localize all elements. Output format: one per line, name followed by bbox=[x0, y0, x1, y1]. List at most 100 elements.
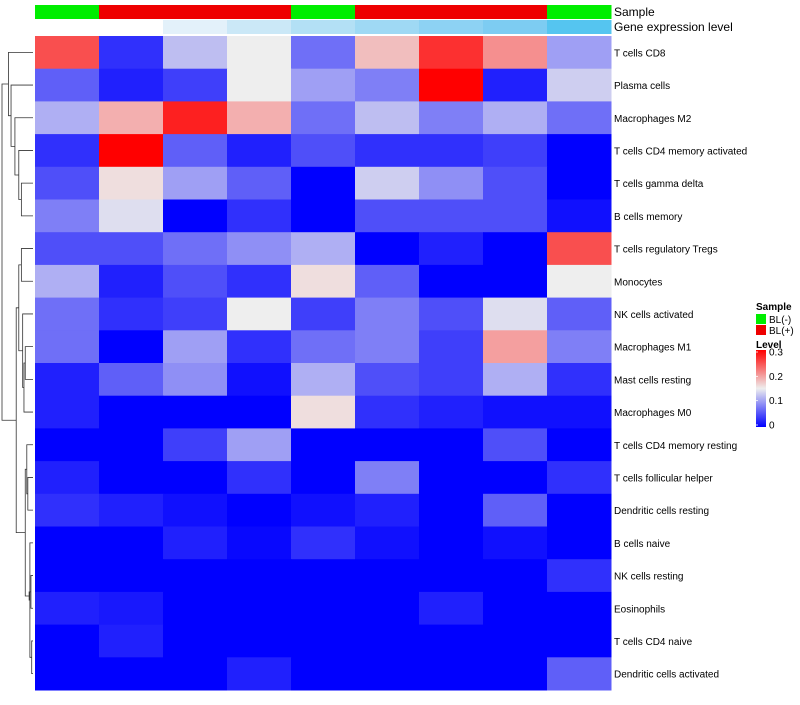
heatmap-cell bbox=[355, 68, 420, 102]
heatmap-cell bbox=[355, 591, 420, 626]
gene-expression-annotation-cell bbox=[291, 20, 356, 34]
heatmap-cell bbox=[355, 624, 420, 658]
heatmap-cell bbox=[99, 232, 164, 266]
row-label-t-cells-cd4-memory-resting: T cells CD4 memory resting bbox=[614, 441, 737, 452]
heatmap-cell bbox=[35, 363, 100, 397]
heatmap-cell bbox=[355, 101, 420, 135]
dendrogram-branch bbox=[22, 313, 33, 388]
heatmap-cell bbox=[35, 297, 100, 331]
heatmap-cell bbox=[227, 526, 292, 560]
heatmap-cell bbox=[99, 330, 164, 364]
dendrogram-branch bbox=[24, 346, 33, 380]
heatmap-cell bbox=[291, 68, 356, 102]
heatmap-cell bbox=[547, 199, 612, 233]
heatmap-cell bbox=[291, 134, 356, 168]
heatmap-cell bbox=[355, 166, 420, 200]
gene-expression-annotation-title: Gene expression level bbox=[614, 20, 733, 34]
level-legend-tick-label: 0.2 bbox=[769, 372, 783, 383]
heatmap-cell bbox=[163, 166, 228, 200]
heatmap-cell bbox=[99, 493, 164, 527]
heatmap-cell bbox=[99, 199, 164, 233]
heatmap-cell bbox=[35, 68, 100, 102]
heatmap-cell bbox=[355, 199, 420, 233]
heatmap-cell bbox=[547, 68, 612, 102]
heatmap-cell bbox=[355, 363, 420, 397]
heatmap-cell bbox=[163, 657, 228, 691]
heatmap-cell bbox=[291, 624, 356, 658]
heatmap-cell bbox=[163, 36, 228, 70]
heatmap-cell bbox=[163, 134, 228, 168]
sample-annotation-cell bbox=[419, 5, 484, 19]
heatmap-cell bbox=[419, 395, 484, 429]
heatmap-cell bbox=[291, 166, 356, 200]
heatmap-cell bbox=[227, 428, 292, 462]
heatmap-cell bbox=[163, 493, 228, 527]
heatmap-cell bbox=[99, 68, 164, 102]
heatmap-cell bbox=[483, 363, 548, 397]
dendrogram-branch bbox=[14, 117, 33, 176]
heatmap-cell bbox=[99, 657, 164, 691]
dendrogram-branch bbox=[8, 51, 33, 117]
heatmap-cell bbox=[291, 330, 356, 364]
heatmap-cell bbox=[227, 559, 292, 593]
heatmap-cell bbox=[419, 363, 484, 397]
heatmap-cell bbox=[291, 232, 356, 266]
heatmap-cell bbox=[547, 36, 612, 70]
heatmap-cell bbox=[291, 461, 356, 495]
heatmap-cell bbox=[35, 264, 100, 299]
heatmap-cell bbox=[419, 232, 484, 266]
heatmap-cell bbox=[35, 330, 100, 364]
heatmap-cell bbox=[291, 264, 356, 299]
row-label-t-cells-cd4-memory-activated: T cells CD4 memory activated bbox=[614, 146, 747, 157]
heatmap-cell bbox=[99, 264, 164, 299]
heatmap-cell bbox=[163, 428, 228, 462]
gene-expression-annotation-bar bbox=[35, 20, 612, 34]
heatmap-cell bbox=[483, 493, 548, 527]
heatmap-cell bbox=[291, 428, 356, 462]
row-label-nk-cells-resting: NK cells resting bbox=[614, 572, 683, 583]
heatmap-cell bbox=[99, 428, 164, 462]
heatmap-cell bbox=[227, 363, 292, 397]
heatmap-cell bbox=[227, 264, 292, 299]
heatmap-cell bbox=[355, 264, 420, 299]
heatmap-cell bbox=[291, 101, 356, 135]
heatmap-cell bbox=[99, 166, 164, 200]
heatmap-cell bbox=[419, 428, 484, 462]
heatmap-cell bbox=[419, 493, 484, 527]
heatmap-cell bbox=[227, 232, 292, 266]
heatmap-cell bbox=[163, 591, 228, 626]
heatmap-cell bbox=[227, 68, 292, 102]
heatmap-cell bbox=[163, 526, 228, 560]
heatmap-cell bbox=[419, 461, 484, 495]
sample-annotation-cell bbox=[99, 5, 164, 19]
heatmap-cell bbox=[355, 526, 420, 560]
row-label-nk-cells-activated: NK cells activated bbox=[614, 310, 693, 321]
heatmap-cell bbox=[547, 591, 612, 626]
heatmap-cell bbox=[227, 461, 292, 495]
row-label-t-cells-cd8: T cells CD8 bbox=[614, 48, 666, 59]
heatmap-cell bbox=[163, 297, 228, 331]
gene-expression-annotation-cell bbox=[35, 20, 100, 34]
heatmap-cell bbox=[227, 330, 292, 364]
heatmap-cell bbox=[547, 101, 612, 135]
heatmap-cell bbox=[99, 395, 164, 429]
heatmap-cell bbox=[355, 428, 420, 462]
heatmap-cell bbox=[99, 526, 164, 560]
heatmap-cell bbox=[483, 134, 548, 168]
heatmap-cell bbox=[355, 330, 420, 364]
heatmap-cell bbox=[99, 591, 164, 626]
heatmap-cell bbox=[291, 657, 356, 691]
row-label-plasma-cells: Plasma cells bbox=[614, 81, 670, 92]
heatmap-cell bbox=[483, 101, 548, 135]
row-label-eosinophils: Eosinophils bbox=[614, 604, 665, 615]
level-legend-colorbar bbox=[756, 350, 766, 427]
sample-legend: Sample BL(-) BL(+) bbox=[756, 302, 794, 337]
heatmap-cell bbox=[291, 395, 356, 429]
dendrogram-branch bbox=[20, 248, 33, 282]
heatmap-cell bbox=[483, 330, 548, 364]
heatmap-cell bbox=[483, 461, 548, 495]
heatmap-cell bbox=[547, 461, 612, 495]
heatmap-cell bbox=[483, 591, 548, 626]
